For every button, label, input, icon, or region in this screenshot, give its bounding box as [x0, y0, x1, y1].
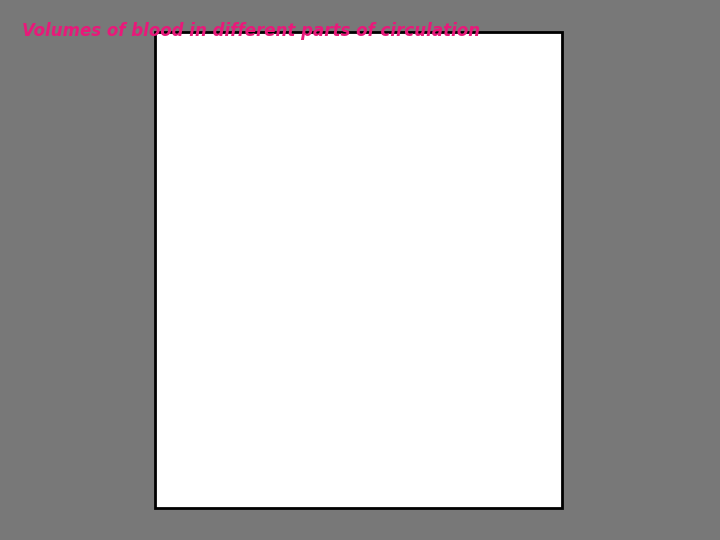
Circle shape — [194, 106, 523, 434]
Wedge shape — [228, 253, 358, 270]
Circle shape — [228, 140, 488, 400]
Wedge shape — [358, 140, 470, 270]
Circle shape — [221, 133, 495, 407]
Wedge shape — [252, 270, 358, 381]
Wedge shape — [264, 94, 358, 159]
Circle shape — [199, 111, 517, 429]
Wedge shape — [228, 268, 358, 298]
Wedge shape — [358, 204, 489, 352]
Circle shape — [219, 131, 498, 409]
Circle shape — [222, 134, 494, 406]
Circle shape — [211, 123, 505, 417]
Circle shape — [190, 102, 526, 438]
Wedge shape — [275, 157, 358, 270]
Wedge shape — [231, 270, 358, 333]
Circle shape — [202, 113, 515, 427]
Circle shape — [196, 107, 521, 433]
Circle shape — [192, 104, 525, 436]
Circle shape — [198, 110, 518, 430]
Circle shape — [207, 119, 509, 421]
Circle shape — [188, 100, 528, 440]
Wedge shape — [182, 176, 257, 382]
Text: Pulmonary
circuit 9%: Pulmonary circuit 9% — [293, 107, 338, 137]
Circle shape — [233, 144, 484, 396]
Wedge shape — [222, 94, 534, 446]
Wedge shape — [229, 204, 358, 270]
Circle shape — [217, 129, 500, 411]
Circle shape — [213, 125, 503, 415]
Text: Venules and
medium-sized veins
25%: Venules and medium-sized veins 25% — [328, 322, 412, 352]
Text: Heart 7%: Heart 7% — [264, 240, 304, 249]
Text: Elastic arteries 4%: Elastic arteries 4% — [232, 273, 297, 286]
Text: Large veins
18%: Large veins 18% — [367, 201, 416, 221]
Circle shape — [179, 90, 538, 450]
Text: Large venous
networks (liver,
bone marrow, skin)
21%: Large venous networks (liver, bone marro… — [385, 255, 467, 295]
Circle shape — [225, 137, 492, 403]
Circle shape — [235, 146, 482, 394]
Text: Systemic
capillaries 7%: Systemic capillaries 7% — [273, 316, 315, 361]
Wedge shape — [264, 170, 358, 270]
Circle shape — [230, 143, 486, 397]
Circle shape — [210, 121, 507, 419]
Wedge shape — [244, 270, 358, 346]
Text: Arterioles 2%: Arterioles 2% — [257, 305, 300, 335]
Wedge shape — [210, 122, 288, 199]
Circle shape — [215, 127, 501, 413]
Text: Muscular arteries 5%: Muscular arteries 5% — [235, 287, 306, 319]
Wedge shape — [294, 140, 358, 270]
Wedge shape — [290, 270, 460, 400]
Text: Pulmonary
capillaries 2%: Pulmonary capillaries 2% — [273, 179, 315, 224]
Text: Pulmonary
circuit 9%: Pulmonary circuit 9% — [323, 160, 345, 199]
Text: Systemic arterial system 13%: Systemic arterial system 13% — [197, 222, 213, 337]
Circle shape — [227, 138, 490, 402]
Circle shape — [204, 115, 513, 425]
Text: Pulmonary veins 4%: Pulmonary veins 4% — [253, 190, 314, 237]
Text: Pulmonary
arteries 3%: Pulmonary arteries 3% — [288, 173, 322, 213]
Circle shape — [205, 117, 511, 423]
Text: Systemic venous system 64%: Systemic venous system 64% — [469, 282, 526, 389]
Text: Heart 7%: Heart 7% — [233, 145, 265, 177]
Circle shape — [228, 140, 489, 400]
Text: Aorta 2%: Aorta 2% — [248, 259, 281, 267]
Text: Volumes of blood in different parts of circulation: Volumes of blood in different parts of c… — [22, 22, 480, 39]
Wedge shape — [246, 180, 358, 270]
